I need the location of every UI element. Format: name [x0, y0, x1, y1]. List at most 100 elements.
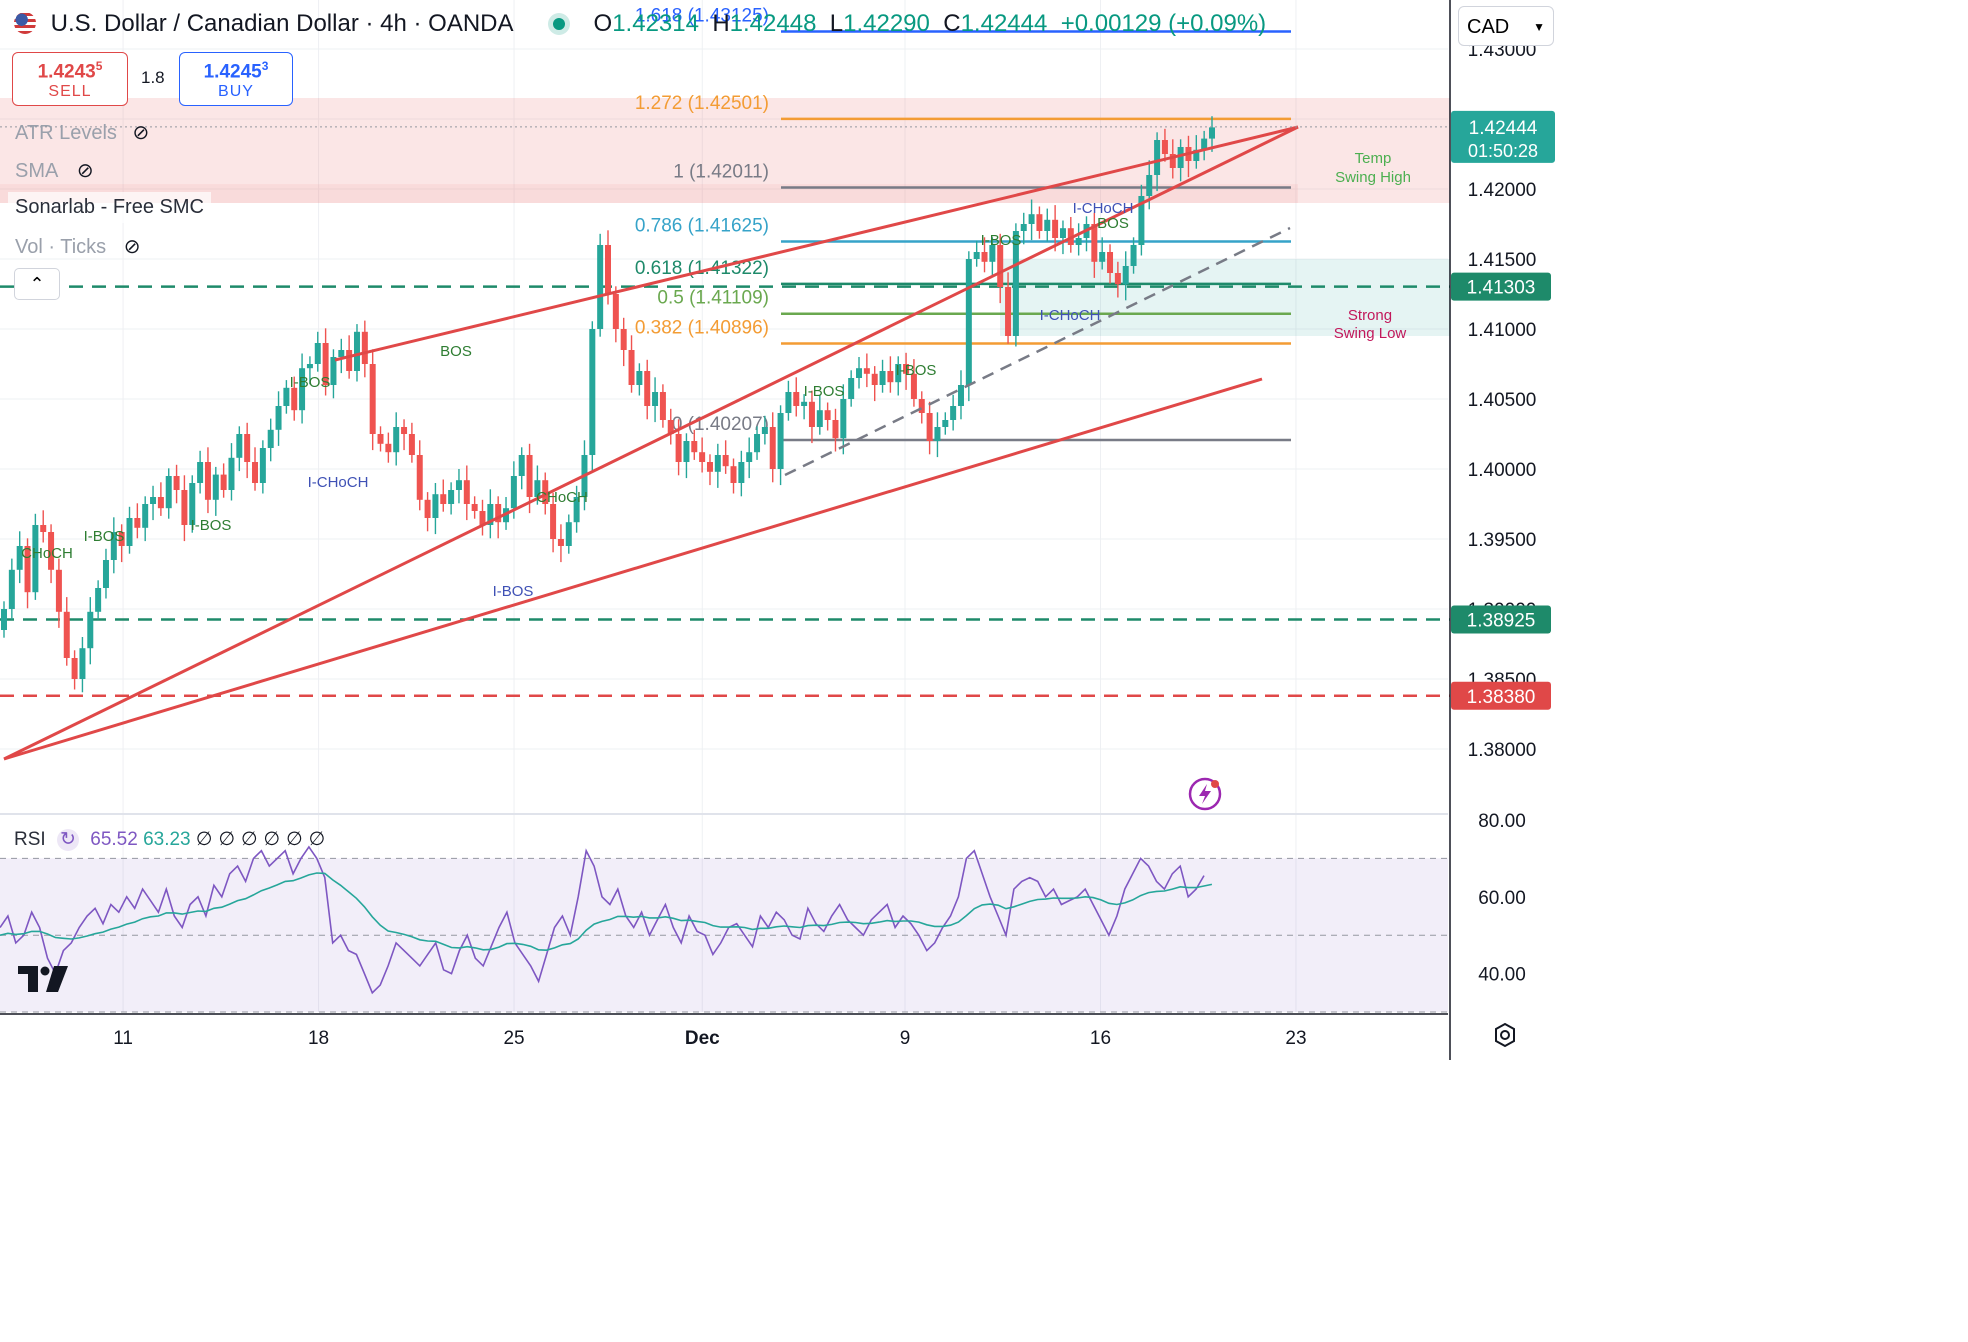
price-tag-label: 1.41303 [1467, 278, 1536, 299]
eye-hidden-icon[interactable]: ⊘ [132, 122, 150, 144]
candle [675, 434, 682, 462]
price-tick-label: 1.40000 [1468, 460, 1537, 481]
candle [8, 569, 15, 609]
candle [597, 245, 604, 329]
candle [605, 245, 611, 294]
ohlc-readout: O1.42314 H1.42448 L1.42290 C1.42444 +0.0… [593, 10, 1267, 37]
smc-label: I-BOS [804, 383, 845, 400]
candle [1161, 140, 1168, 154]
candle [1138, 196, 1145, 245]
candle [87, 611, 94, 649]
price-tick-label: 1.42000 [1468, 180, 1537, 201]
eye-hidden-icon[interactable]: ⊘ [76, 160, 94, 182]
fib-level-label: 1.618 (1.43125) [635, 6, 769, 27]
candle [903, 364, 910, 374]
candle [824, 410, 831, 420]
candle [259, 448, 266, 483]
refresh-icon[interactable]: ↻ [56, 829, 79, 851]
candle [957, 385, 964, 406]
candle [706, 462, 713, 472]
candle [79, 648, 86, 679]
price-tag [1451, 605, 1551, 634]
candle [714, 455, 721, 472]
buy-button[interactable]: 1.42453 BUY [179, 52, 293, 106]
candle [910, 373, 917, 399]
indicator-volume[interactable]: Vol · Ticks ⊘ [15, 236, 141, 258]
sell-button[interactable]: 1.42435 SELL [12, 52, 128, 106]
hidden-values-icon: ∅∅∅∅∅∅ [195, 829, 332, 850]
candle [204, 462, 211, 500]
smc-label: I-BOS [84, 528, 125, 545]
candle [322, 343, 329, 385]
candle [683, 441, 690, 462]
price-tag-label: 1.38925 [1467, 611, 1536, 632]
candle [1114, 273, 1121, 285]
candle [746, 452, 753, 462]
rsi-tick-label: 40.00 [1478, 965, 1526, 986]
indicator-sonarlab-smc[interactable]: Sonarlab - Free SMC [8, 192, 211, 223]
candle [1122, 266, 1129, 285]
candle [448, 490, 455, 504]
candle [636, 371, 643, 385]
candle [510, 476, 517, 509]
eye-hidden-icon[interactable]: ⊘ [123, 236, 141, 258]
zone-label: Strong [1348, 307, 1392, 324]
symbol-title[interactable]: U.S. Dollar / Canadian Dollar · 4h · OAN… [50, 10, 513, 37]
smc-label: I-BOS [191, 517, 232, 534]
candle [455, 480, 462, 490]
rsi-header[interactable]: RSI ↻ 65.52 63.23 ∅∅∅∅∅∅ [14, 829, 332, 851]
candle [338, 350, 345, 357]
collapse-indicators-button[interactable]: ⌃ [14, 268, 60, 300]
price-tick-label: 1.41500 [1468, 250, 1537, 271]
candle [1154, 140, 1161, 175]
candle [393, 427, 400, 453]
smc-label: I-CHoCH [1073, 200, 1134, 217]
price-chart[interactable]: 1.618 (1.43125) 1.272 (1.42501) 1 (1.42011… [0, 0, 1568, 1071]
candle [926, 413, 933, 441]
candle [871, 373, 878, 385]
candle [1005, 287, 1012, 336]
candle [165, 476, 172, 509]
candle [628, 350, 635, 385]
time-tick-label: 16 [1090, 1028, 1111, 1049]
time-tick-label: 9 [900, 1028, 911, 1049]
candle [110, 532, 117, 560]
candle [197, 462, 204, 483]
candle [1020, 224, 1027, 231]
candle [785, 392, 792, 413]
candle [330, 357, 337, 385]
candle [565, 522, 572, 546]
indicator-atr-levels[interactable]: ATR Levels ⊘ [15, 122, 150, 144]
smc-label: I-CHoCH [308, 474, 369, 491]
smc-label: I-BOS [290, 374, 331, 391]
rsi-line [0, 845, 1205, 995]
candle [48, 532, 55, 570]
candle [1052, 219, 1059, 238]
candle [291, 387, 298, 411]
candle [189, 483, 196, 525]
channel-lower-line [3, 377, 1263, 761]
price-tag [1451, 681, 1551, 710]
candle [142, 504, 149, 528]
candle [659, 392, 666, 420]
candle [730, 466, 737, 483]
indicator-sma[interactable]: SMA ⊘ [15, 160, 94, 182]
time-tick-label: 18 [308, 1028, 329, 1049]
candle [950, 406, 957, 420]
candle [424, 499, 431, 518]
candle [32, 525, 39, 593]
candle [401, 427, 408, 434]
currency-select[interactable]: CAD ▼ [1458, 6, 1554, 46]
candle [1130, 245, 1137, 266]
candle [1209, 127, 1215, 139]
last-price-tag [1451, 110, 1555, 163]
channel-upper-line [3, 125, 1299, 761]
candle [942, 420, 949, 427]
alert-icon[interactable] [1187, 776, 1223, 812]
settings-gear-icon[interactable] [1492, 1022, 1518, 1048]
candle [761, 427, 768, 434]
candle [479, 511, 486, 525]
candle [369, 364, 376, 434]
time-tick-label: 11 [113, 1028, 133, 1049]
smc-label: BOS [440, 343, 472, 360]
